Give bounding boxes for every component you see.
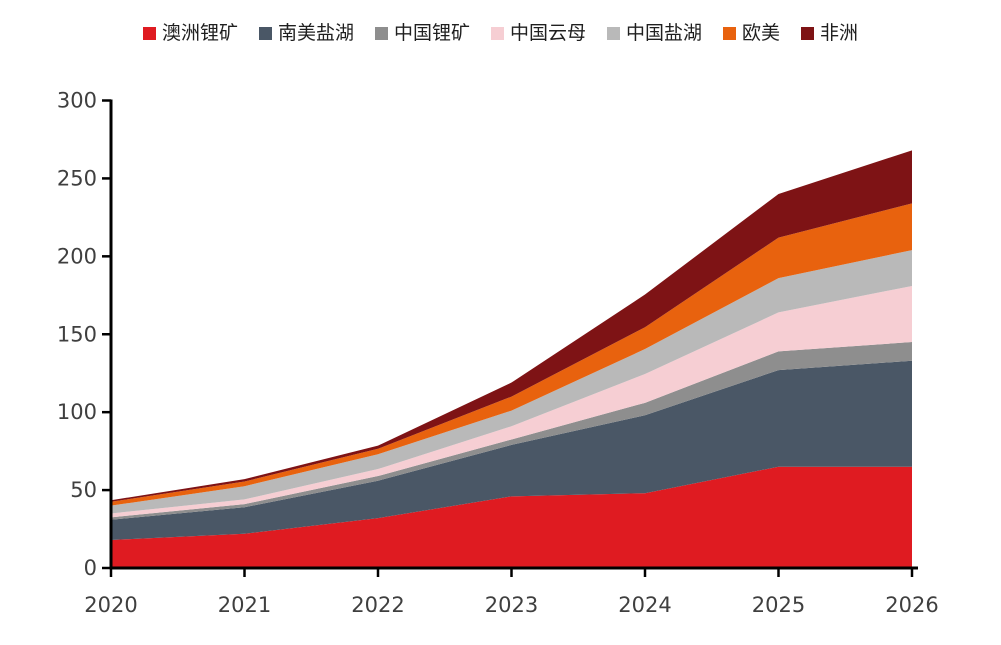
x-tick-label: 2023: [485, 593, 538, 617]
legend-label: 中国锂矿: [393, 22, 470, 44]
legend-swatch-icon: [801, 27, 815, 40]
legend-swatch-icon: [142, 27, 156, 40]
y-tick-label: 200: [57, 244, 97, 268]
area-series-0: [111, 466, 912, 568]
legend-label: 中国盐湖: [626, 22, 703, 44]
legend-label: 澳洲锂矿: [161, 22, 238, 44]
area-series-3: [111, 285, 912, 518]
y-tick-label: 50: [70, 478, 97, 502]
legend-item-3: 中国云母: [490, 22, 586, 44]
y-tick-label: 100: [57, 400, 97, 424]
legend-item-4: 中国盐湖: [607, 24, 702, 43]
legend-item-5: 欧美: [723, 24, 780, 43]
legend-swatch-icon: [607, 27, 620, 40]
legend-label: 非洲: [820, 22, 859, 44]
legend-swatch-icon: [258, 27, 272, 40]
y-tick-label: 150: [57, 322, 97, 346]
area-series-1: [111, 360, 912, 540]
legend-item-2: 中国锂矿: [374, 22, 470, 44]
x-tick-label: 2025: [752, 593, 805, 617]
area-series-5: [111, 203, 912, 506]
y-tick-label: 300: [57, 89, 97, 113]
legend-item-6: 非洲: [801, 24, 858, 43]
legend-item-0: 澳洲锂矿: [142, 22, 238, 44]
x-tick-label: 2022: [351, 593, 404, 617]
x-tick-label: 2021: [218, 593, 271, 617]
legend-swatch-icon: [490, 27, 504, 40]
area-series-6: [111, 150, 912, 502]
x-tick-label: 2026: [885, 593, 938, 617]
legend-label: 中国云母: [509, 22, 586, 44]
y-tick-label: 0: [84, 556, 97, 580]
legend-swatch-icon: [374, 27, 388, 40]
legend-item-1: 南美盐湖: [258, 22, 354, 44]
area-series-2: [111, 342, 912, 520]
legend-swatch-icon: [723, 27, 737, 40]
chart-legend: 澳洲锂矿 南美盐湖 中国锂矿 中国云母 中国盐湖 欧美 非洲: [0, 24, 1001, 43]
legend-label: 欧美: [742, 22, 781, 44]
legend-label: 南美盐湖: [277, 22, 354, 44]
x-tick-label: 2024: [618, 593, 671, 617]
area-series-4: [111, 250, 912, 514]
y-tick-label: 250: [57, 166, 97, 190]
x-tick-label: 2020: [84, 593, 137, 617]
